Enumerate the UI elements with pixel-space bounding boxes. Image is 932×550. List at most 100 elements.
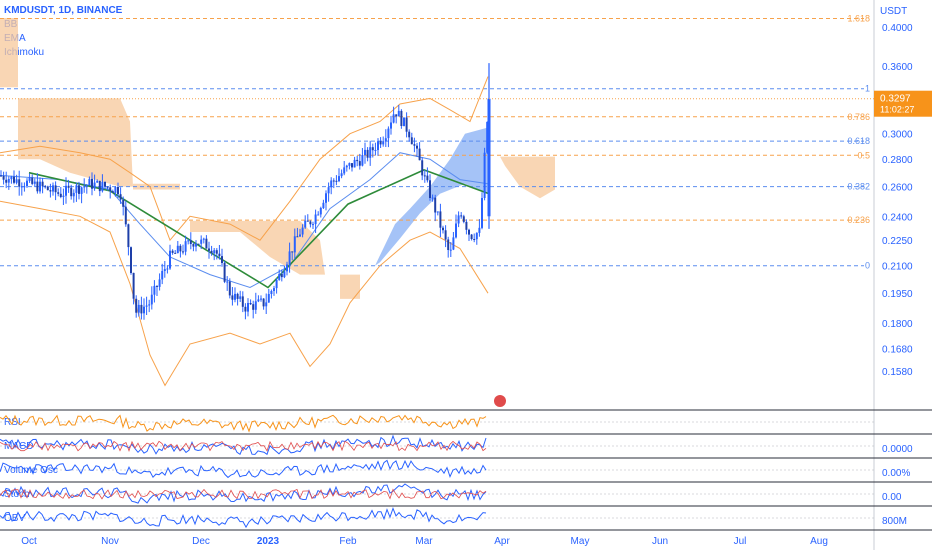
candle-body — [80, 187, 83, 194]
pane-indicator-line-1 — [0, 434, 487, 456]
candle-body — [280, 274, 283, 278]
fib-level-label: 0 — [865, 261, 870, 271]
candle-body — [249, 303, 252, 305]
candle-body — [301, 227, 304, 235]
candle-body — [348, 163, 351, 166]
candle-body — [213, 250, 216, 254]
candle-body — [436, 211, 439, 213]
candle-body — [257, 299, 260, 302]
candle-body — [319, 208, 322, 215]
candle-body — [314, 214, 317, 225]
candle-body — [361, 155, 364, 166]
candle-body — [26, 180, 28, 187]
candle-body — [431, 197, 434, 199]
candle-body — [408, 131, 411, 138]
candle-body — [218, 253, 221, 257]
price-tick-label: 0.3600 — [882, 62, 913, 73]
candle-body — [390, 122, 392, 129]
candle-body — [2, 175, 5, 180]
candle-body — [145, 305, 148, 307]
price-tick-label: 0.1680 — [882, 344, 913, 355]
price-tick-label: 0.1800 — [882, 319, 913, 330]
candle-body — [57, 192, 60, 194]
candle-body — [244, 306, 247, 312]
candle-body — [260, 298, 262, 300]
ichimoku-cloud-bearish — [18, 98, 133, 187]
fib-level-label: 0.618 — [847, 136, 870, 146]
pane-signal-line-1 — [0, 440, 487, 453]
candle-body — [23, 186, 26, 188]
candle-body — [132, 272, 135, 299]
candle-body — [286, 264, 288, 272]
candle-body — [169, 250, 171, 269]
candle-body — [353, 159, 356, 168]
candle-body — [304, 220, 307, 228]
candles — [0, 104, 489, 320]
pane-indicator-line-4 — [0, 506, 487, 529]
candle-body — [335, 180, 338, 182]
candle-body — [288, 251, 291, 265]
candle-body — [356, 159, 359, 162]
candle-body — [101, 181, 104, 192]
candle-body — [403, 117, 405, 127]
candle-body — [387, 128, 390, 139]
candle-body — [330, 180, 333, 188]
candle-body — [392, 114, 395, 123]
time-axis-label: Apr — [494, 536, 510, 547]
candle-body — [33, 181, 36, 184]
ichimoku-cloud-bullish — [375, 127, 488, 266]
candle-body — [200, 239, 203, 244]
ichimoku-cloud-bearish — [190, 220, 325, 275]
candle-body — [343, 167, 346, 174]
candle-body — [163, 269, 166, 271]
pane-indicator-line-3 — [0, 483, 487, 504]
price-tick-label: 0.2400 — [882, 212, 913, 223]
candle-body — [449, 249, 452, 251]
candle-body — [444, 230, 447, 240]
event-marker-icon — [494, 395, 506, 407]
fib-level-label: 0.786 — [847, 112, 870, 122]
candle-body — [228, 281, 231, 296]
candle-body — [150, 294, 153, 305]
bollinger-lower-band — [0, 200, 489, 387]
candle-body — [278, 274, 281, 280]
pane-axis-value-4: 800M — [882, 516, 907, 527]
candle-body — [184, 241, 187, 252]
candle-body — [189, 240, 192, 244]
candle-body — [306, 220, 309, 222]
time-axis-label: Nov — [101, 536, 119, 547]
candle-body — [67, 185, 70, 188]
pane-label-4: OBV — [4, 513, 25, 524]
candle-body — [322, 202, 325, 208]
candle-body — [7, 179, 10, 183]
candle-body — [452, 237, 455, 250]
candle-body — [176, 245, 179, 254]
candle-body — [205, 238, 208, 249]
candle-body — [236, 293, 239, 299]
candle-body — [478, 227, 481, 233]
candle-body — [182, 251, 184, 253]
indicator-ichimoku-label[interactable]: Ichimoku — [4, 47, 45, 58]
candle-body — [239, 296, 242, 299]
price-tick-label: 0.1950 — [882, 289, 913, 300]
time-axis-label: Jul — [734, 536, 747, 547]
candle-body — [481, 198, 483, 228]
candle-body — [187, 240, 190, 242]
candle-body — [273, 288, 275, 291]
candle-body — [247, 303, 249, 312]
candle-body — [158, 279, 161, 287]
candle-body — [195, 243, 197, 247]
time-axis-label: Dec — [192, 536, 210, 547]
candle-body — [400, 110, 403, 126]
candle-body — [166, 268, 169, 270]
candle-body — [127, 224, 130, 248]
candle-body — [119, 194, 122, 200]
candle-body — [410, 137, 413, 145]
candle-body — [179, 245, 182, 252]
candle-body — [197, 243, 200, 245]
time-axis-label: Feb — [339, 536, 357, 547]
candle-body — [124, 206, 127, 225]
candle-body — [85, 185, 88, 187]
candle-body — [439, 211, 442, 228]
